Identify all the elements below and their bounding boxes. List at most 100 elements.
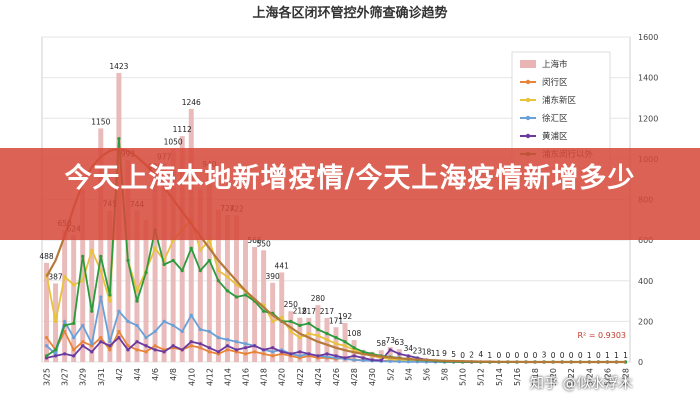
series-point bbox=[289, 352, 293, 356]
series-point bbox=[243, 346, 248, 350]
series-point bbox=[262, 352, 266, 356]
bar-data-label: 0 bbox=[505, 351, 510, 360]
series-point bbox=[126, 258, 130, 263]
series-point bbox=[207, 329, 211, 334]
bar bbox=[206, 171, 212, 362]
series-point bbox=[198, 248, 202, 252]
series-point bbox=[379, 358, 383, 362]
x-tick-label: 3/27 bbox=[61, 368, 70, 386]
x-tick-label: 5/8 bbox=[441, 368, 450, 381]
x-tick-label: 4/22 bbox=[296, 368, 305, 386]
series-point bbox=[117, 336, 121, 340]
series-point bbox=[72, 283, 76, 287]
series-point bbox=[99, 254, 103, 258]
series-point bbox=[207, 258, 211, 263]
series-point bbox=[108, 344, 112, 348]
series-point bbox=[316, 327, 320, 332]
bar-data-label: 171 bbox=[329, 316, 344, 325]
x-tick-label: 5/6 bbox=[422, 368, 431, 381]
series-point bbox=[108, 348, 112, 352]
series-point bbox=[90, 309, 94, 313]
series-point bbox=[207, 350, 211, 354]
series-point bbox=[406, 360, 410, 364]
x-tick-label: 5/16 bbox=[513, 368, 522, 386]
series-point bbox=[126, 348, 130, 352]
bar-data-label: 73 bbox=[386, 336, 396, 345]
series-point bbox=[298, 336, 302, 340]
series-point bbox=[180, 268, 184, 273]
series-point bbox=[225, 338, 230, 342]
series-point bbox=[262, 309, 266, 313]
series-point bbox=[325, 331, 329, 336]
legend-label: 黄浦区 bbox=[542, 131, 568, 142]
series-point bbox=[90, 342, 94, 346]
banner-headline: 今天上海本地新增疫情/今天上海疫情新增多少 bbox=[64, 163, 636, 194]
series-point bbox=[153, 246, 157, 250]
series-point bbox=[126, 344, 130, 348]
bar-data-label: 0 bbox=[569, 351, 574, 360]
bar-data-label: 1 bbox=[487, 351, 492, 360]
series-point bbox=[352, 358, 356, 362]
bar-data-label: 1 bbox=[614, 351, 619, 360]
series-point bbox=[63, 329, 67, 334]
x-tick-label: 4/8 bbox=[169, 368, 178, 381]
series-point bbox=[99, 340, 103, 344]
x-tick-label: 5/28 bbox=[621, 368, 630, 386]
x-tick-label: 4/10 bbox=[187, 368, 196, 386]
bar bbox=[224, 214, 230, 362]
series-point bbox=[343, 344, 347, 348]
series-point bbox=[352, 354, 356, 358]
series-point bbox=[53, 348, 58, 352]
series-point bbox=[216, 279, 220, 283]
series-point bbox=[90, 248, 94, 252]
x-tick-label: 4/4 bbox=[133, 368, 142, 381]
series-point bbox=[325, 355, 329, 359]
bar-data-label: 1 bbox=[623, 351, 628, 360]
series-point bbox=[126, 319, 130, 323]
series-point bbox=[388, 359, 392, 363]
x-tick-label: 5/12 bbox=[477, 368, 486, 386]
series-point bbox=[117, 329, 121, 334]
bar-data-label: 1246 bbox=[182, 98, 201, 107]
bar-data-label: 488 bbox=[39, 252, 54, 261]
watermark: 知乎 @似水浮木 bbox=[530, 376, 633, 392]
bar bbox=[134, 210, 140, 362]
series-point bbox=[198, 342, 202, 346]
y-tick-label: 400 bbox=[638, 277, 653, 286]
bar-data-label: 1150 bbox=[91, 117, 110, 126]
series-point bbox=[234, 283, 239, 287]
bar-data-label: 1 bbox=[605, 351, 610, 360]
series-point bbox=[289, 319, 293, 323]
series-point bbox=[144, 350, 148, 354]
series-point bbox=[234, 348, 239, 352]
series-point bbox=[316, 354, 320, 358]
bar-data-label: 0 bbox=[560, 351, 565, 360]
bar-data-label: 0 bbox=[496, 351, 501, 360]
bar bbox=[98, 128, 104, 362]
bar bbox=[179, 136, 185, 362]
bar bbox=[360, 349, 366, 362]
series-point bbox=[189, 246, 193, 250]
bar bbox=[89, 240, 95, 362]
x-tick-label: 5/24 bbox=[585, 368, 594, 386]
series-point bbox=[406, 354, 410, 358]
series-point bbox=[44, 354, 49, 358]
series-point bbox=[81, 344, 85, 348]
bar-data-label: 5 bbox=[451, 350, 456, 359]
legend-swatch-marker bbox=[525, 79, 531, 85]
series-point bbox=[216, 336, 220, 340]
x-tick-label: 5/22 bbox=[567, 368, 576, 386]
x-tick-label: 3/31 bbox=[97, 368, 106, 386]
series-point bbox=[153, 348, 157, 352]
bar-data-label: 217 bbox=[302, 307, 317, 316]
bar-data-label: 58 bbox=[376, 339, 386, 348]
x-tick-label: 4/28 bbox=[350, 368, 359, 386]
legend-label: 浦东新区 bbox=[542, 95, 577, 106]
series-point bbox=[63, 323, 67, 328]
x-tick-label: 4/24 bbox=[314, 368, 323, 386]
x-tick-label: 5/18 bbox=[531, 368, 540, 386]
bar-data-label: 0 bbox=[515, 351, 520, 360]
bar-data-label: 1050 bbox=[164, 138, 183, 147]
y-tick-label: 600 bbox=[638, 236, 653, 245]
series-point bbox=[144, 271, 148, 275]
